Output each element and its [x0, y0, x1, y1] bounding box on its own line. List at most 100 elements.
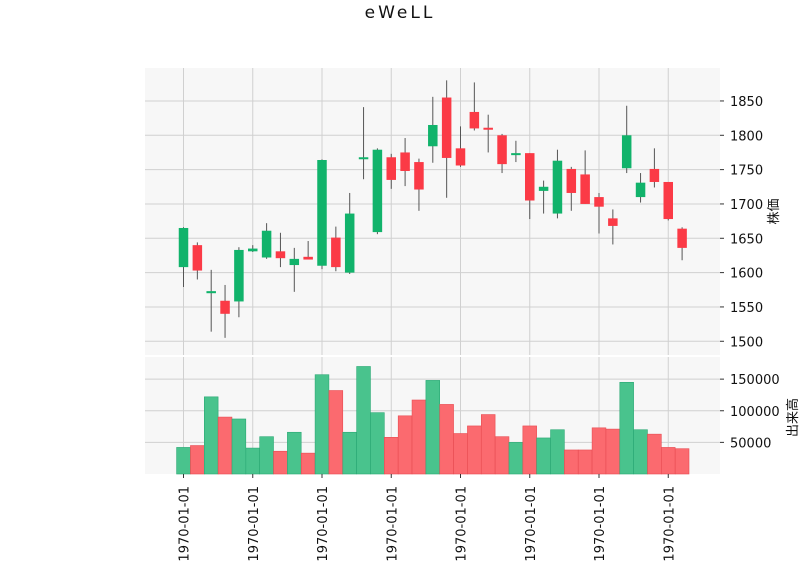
candle-body — [289, 258, 300, 266]
candle-body — [621, 135, 632, 169]
candle-body — [663, 181, 673, 220]
x-tick-label: 1970-01-01 — [455, 486, 470, 562]
candle-body — [497, 135, 507, 165]
volume-bar — [245, 447, 260, 475]
price-tick-label: 1600 — [730, 267, 763, 282]
candle-body — [552, 160, 563, 214]
price-tick-label: 1800 — [730, 129, 763, 144]
candle-body — [317, 160, 327, 266]
price-tick-label: 1750 — [730, 164, 763, 179]
candle-body — [677, 228, 687, 248]
volume-bar — [508, 442, 524, 475]
candle-body — [608, 218, 618, 226]
volume-bar — [536, 437, 551, 475]
x-axis-ticks: 1970-01-01 1970-01-01 1970-01-01 1970-01-01… — [178, 474, 677, 562]
volume-bar — [397, 415, 413, 475]
candle-body — [178, 227, 189, 268]
volume-bar — [190, 445, 205, 475]
volume-tick-label: 100000 — [730, 405, 780, 420]
volume-bars — [176, 366, 690, 475]
volume-bar — [328, 390, 344, 475]
candle-body — [358, 157, 369, 160]
volume-bar — [370, 412, 385, 475]
price-tick-label: 1550 — [730, 301, 763, 316]
volume-bar — [480, 414, 496, 475]
volume-bar — [300, 452, 316, 475]
candle-body — [428, 124, 438, 147]
candle-body — [580, 174, 590, 204]
volume-bar — [314, 374, 330, 475]
candles — [178, 80, 687, 338]
candle-body — [525, 153, 535, 201]
price-tick-label: 1650 — [730, 232, 763, 247]
candle-body — [303, 256, 313, 260]
candle-body — [594, 197, 604, 207]
candle-body — [248, 248, 258, 252]
volume-axis-label: 出来高 — [785, 398, 800, 437]
x-tick-label: 1970-01-01 — [385, 486, 400, 562]
volume-bar — [384, 437, 399, 475]
price-axis-label: 株価 — [767, 198, 782, 224]
volume-bar — [342, 431, 357, 475]
candle-body — [344, 213, 355, 273]
candle-body — [441, 97, 452, 158]
volume-bar — [425, 380, 440, 475]
candle-body — [566, 168, 577, 193]
volume-bar — [273, 450, 288, 475]
volume-axis-ticks: 50000 100000 150000 — [720, 373, 780, 451]
candle-body — [234, 249, 244, 302]
candle-body — [511, 153, 521, 156]
chart-title: eWeLL — [365, 3, 436, 23]
candle-body — [649, 168, 660, 182]
volume-bar — [356, 366, 371, 475]
price-tick-label: 1850 — [730, 95, 763, 110]
volume-bar — [661, 447, 676, 475]
volume-bar — [522, 425, 537, 475]
volume-bar — [564, 449, 579, 475]
volume-bar — [591, 427, 607, 475]
volume-bar — [259, 436, 274, 475]
volume-bar — [633, 429, 648, 475]
x-tick-label: 1970-01-01 — [593, 486, 608, 562]
volume-bar — [550, 429, 565, 475]
volume-bar — [287, 431, 302, 475]
candle-body — [275, 251, 286, 259]
volume-bar — [467, 425, 482, 475]
volume-bar — [439, 404, 454, 475]
x-tick-label: 1970-01-01 — [524, 486, 539, 562]
volume-bar — [204, 396, 219, 475]
volume-bar — [494, 436, 510, 475]
candle-body — [538, 186, 549, 191]
candle-body — [261, 230, 272, 258]
volume-bar — [619, 381, 634, 475]
volume-bar — [231, 418, 247, 475]
volume-bar — [453, 433, 468, 475]
candle-body — [414, 162, 424, 190]
volume-bar — [217, 416, 233, 475]
x-tick-label: 1970-01-01 — [316, 486, 331, 562]
x-tick-label: 1970-01-01 — [178, 486, 193, 562]
candle-body — [386, 157, 396, 180]
volume-bar — [605, 428, 621, 475]
volume-bar — [411, 399, 427, 475]
candle-body — [483, 127, 493, 130]
volume-tick-label: 50000 — [730, 436, 771, 451]
volume-bar — [577, 449, 593, 475]
price-tick-label: 1700 — [730, 198, 763, 213]
candle-body — [220, 300, 230, 314]
x-tick-label: 1970-01-01 — [247, 486, 262, 562]
volume-bar — [674, 448, 690, 475]
volume-bar — [176, 447, 191, 475]
volume-bar — [647, 433, 662, 475]
x-tick-label: 1970-01-01 — [662, 486, 677, 562]
candle-body — [400, 152, 410, 171]
candle-body — [192, 245, 203, 271]
candle-body — [455, 148, 466, 166]
candle-body — [469, 111, 480, 129]
candle-body — [331, 237, 341, 268]
volume-tick-label: 150000 — [730, 373, 780, 388]
candle-body — [206, 291, 216, 294]
candle-body — [635, 182, 646, 198]
candle-body — [372, 149, 383, 233]
